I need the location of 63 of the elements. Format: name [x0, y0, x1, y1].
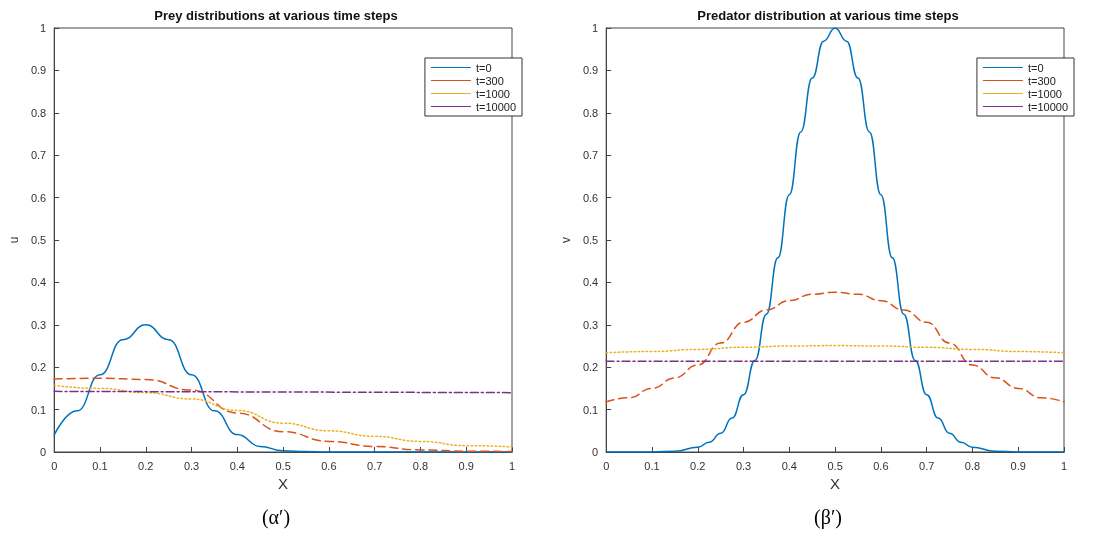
chart-title: Prey distributions at various time steps: [154, 8, 398, 23]
legend-label: t=300: [475, 74, 504, 87]
chart-title: Predator distribution at various time steps: [697, 8, 959, 23]
y-tick-label: 0.1: [582, 403, 599, 416]
y-axis-title: v: [559, 237, 573, 243]
text: (β′): [813, 505, 843, 531]
x-tick-label: 0.3: [183, 459, 200, 472]
y-tick-label: 0.8: [582, 106, 599, 119]
y-tick-label: 1: [592, 22, 599, 34]
y-tick-label: 0: [40, 446, 47, 458]
y-axis-title: u: [7, 236, 21, 244]
x-tick-label: 0.7: [919, 459, 935, 472]
y-tick-label: 0.1: [30, 403, 47, 416]
x-tick-label: 0.8: [412, 459, 429, 472]
x-tick-label: 0.9: [458, 459, 474, 472]
legend-label: t=1000: [1027, 87, 1062, 100]
x-tick-label: 0.2: [690, 459, 706, 472]
text: (α′): [260, 505, 292, 531]
y-tick-label: 0.2: [582, 361, 599, 374]
y-tick-label: 0.8: [30, 106, 47, 119]
x-tick-label: 0.9: [1010, 459, 1026, 472]
y-tick-label: 0.2: [30, 361, 47, 374]
y-tick-label: 0.5: [30, 234, 47, 246]
x-tick-label: 0: [51, 459, 58, 472]
x-tick-label: 0.2: [138, 459, 154, 472]
x-tick-label: 0.3: [735, 459, 752, 472]
y-tick-label: 0.6: [30, 191, 47, 204]
legend-label: t=0: [1027, 61, 1044, 74]
x-tick-label: 0.5: [275, 459, 291, 472]
y-tick-label: 0.3: [30, 318, 47, 331]
y-tick-label: 0.6: [582, 191, 599, 204]
y-tick-label: 0.3: [582, 318, 599, 331]
y-tick-label: 0.7: [30, 149, 47, 162]
x-tick-label: 1: [508, 459, 516, 472]
x-tick-label: 0.1: [644, 459, 660, 472]
y-tick-label: 0.9: [582, 64, 599, 77]
x-tick-label: 0.4: [229, 459, 245, 472]
x-tick-label: 1: [1060, 459, 1068, 472]
x-tick-label: 0.4: [781, 459, 797, 472]
legend-label: t=300: [1027, 74, 1056, 87]
y-tick-label: 0.4: [30, 276, 47, 289]
legend-label: t=1000: [475, 87, 510, 100]
x-tick-label: 0.8: [964, 459, 981, 472]
x-tick-label: 0.5: [827, 459, 843, 472]
y-tick-label: 0.5: [582, 234, 599, 246]
x-axis-title: X: [278, 474, 289, 492]
line-series: [53, 384, 513, 448]
y-tick-label: 0.9: [30, 64, 47, 77]
line-series: [605, 291, 1065, 403]
line-series: [605, 344, 1065, 354]
y-tick-label: 0.4: [582, 276, 599, 289]
x-tick-label: 0.6: [321, 459, 337, 472]
y-tick-label: 1: [40, 22, 47, 34]
x-tick-label: 0.6: [873, 459, 889, 472]
y-tick-label: 0.7: [582, 149, 599, 162]
x-tick-label: 0: [603, 459, 610, 472]
x-axis-title: X: [830, 474, 841, 492]
legend-label: t=10000: [1027, 100, 1069, 113]
x-tick-label: 0.7: [367, 459, 383, 472]
x-tick-label: 0.1: [92, 459, 108, 472]
legend-label: t=0: [475, 61, 492, 74]
y-tick-label: 0: [592, 446, 599, 458]
legend-label: t=10000: [475, 100, 517, 113]
